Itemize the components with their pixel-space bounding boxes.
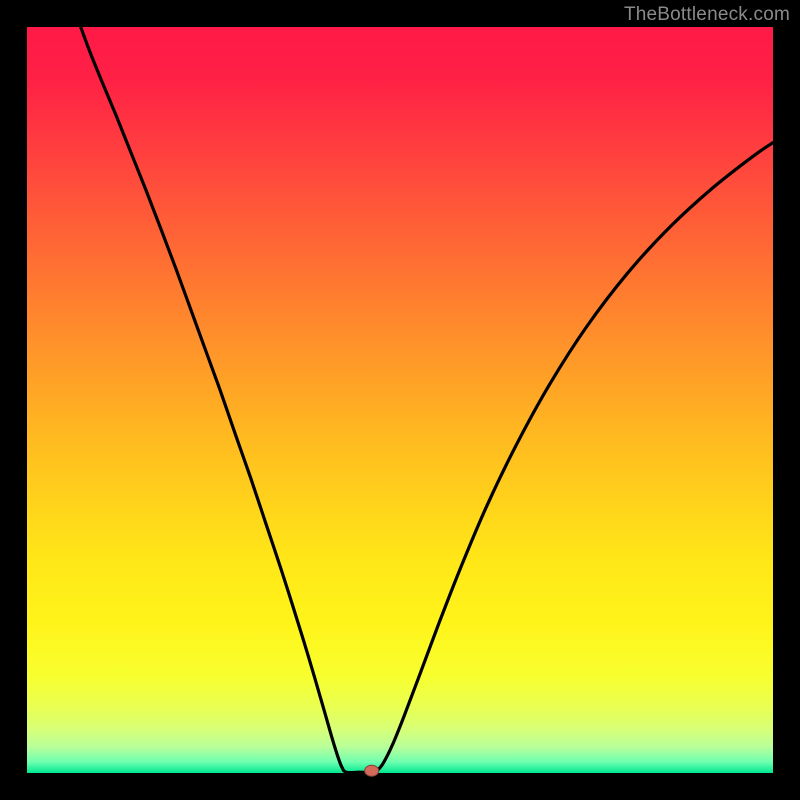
chart-background — [27, 27, 773, 773]
bottleneck-chart — [0, 0, 800, 800]
optimal-point-marker — [365, 765, 379, 776]
chart-container: TheBottleneck.com — [0, 0, 800, 800]
watermark-text: TheBottleneck.com — [624, 4, 790, 26]
